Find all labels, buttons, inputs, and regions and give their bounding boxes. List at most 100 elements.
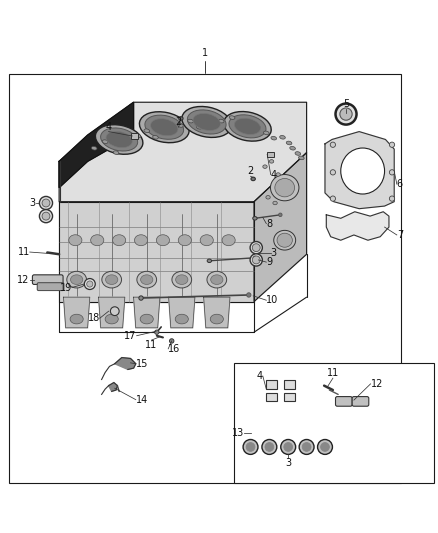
Text: 3: 3 [285,458,291,469]
Ellipse shape [179,117,183,120]
Ellipse shape [302,442,311,451]
Polygon shape [64,297,90,328]
Text: 4: 4 [106,122,112,132]
Ellipse shape [251,177,255,181]
Text: 1: 1 [202,49,208,59]
Ellipse shape [105,314,118,324]
Ellipse shape [39,197,53,209]
Ellipse shape [286,141,292,145]
Ellipse shape [210,314,223,324]
Ellipse shape [211,275,223,285]
Ellipse shape [281,440,296,455]
Ellipse shape [243,440,258,455]
Ellipse shape [271,136,276,140]
Text: 4: 4 [257,371,263,381]
Ellipse shape [95,125,143,154]
Ellipse shape [341,148,385,194]
Ellipse shape [67,271,86,288]
Ellipse shape [102,140,108,143]
Text: 6: 6 [397,179,403,189]
Text: 3: 3 [271,248,277,259]
Polygon shape [59,201,254,302]
Ellipse shape [336,103,357,125]
Ellipse shape [269,159,274,163]
Text: 4: 4 [271,169,277,180]
Ellipse shape [290,147,295,150]
Ellipse shape [246,442,255,451]
Text: 17: 17 [124,330,137,341]
Bar [266,381,277,389]
Text: 13: 13 [232,428,244,438]
Ellipse shape [188,119,193,123]
Ellipse shape [229,115,266,138]
Text: 15: 15 [136,359,148,369]
Ellipse shape [247,293,251,297]
Ellipse shape [101,128,138,151]
Ellipse shape [145,115,184,139]
Ellipse shape [234,118,261,134]
Text: 11: 11 [327,368,339,378]
Ellipse shape [279,213,282,216]
Ellipse shape [113,151,119,155]
Polygon shape [115,358,136,369]
Polygon shape [325,132,394,209]
Ellipse shape [92,147,97,150]
Bar [266,393,277,401]
Ellipse shape [250,241,262,254]
Ellipse shape [230,116,235,119]
Ellipse shape [141,275,153,285]
Ellipse shape [106,275,118,285]
Ellipse shape [389,196,395,201]
Polygon shape [59,102,307,201]
Ellipse shape [330,169,336,175]
Polygon shape [204,297,230,328]
Ellipse shape [102,271,121,288]
Ellipse shape [113,235,126,246]
Text: 12: 12 [371,379,383,389]
Text: 14: 14 [136,394,148,405]
FancyBboxPatch shape [37,282,64,290]
Ellipse shape [178,235,191,246]
Ellipse shape [276,173,280,176]
FancyBboxPatch shape [32,275,63,285]
Ellipse shape [262,440,277,455]
Ellipse shape [295,152,300,155]
Ellipse shape [266,196,270,199]
Ellipse shape [139,296,143,300]
Bar [284,393,295,401]
Ellipse shape [135,134,141,138]
Ellipse shape [170,339,174,343]
Ellipse shape [193,114,220,131]
Ellipse shape [253,216,257,220]
Ellipse shape [182,107,232,138]
Ellipse shape [134,235,148,246]
Ellipse shape [91,235,104,246]
Bar [131,133,138,139]
Ellipse shape [207,259,212,263]
Text: 8: 8 [266,219,272,229]
Text: 11: 11 [145,340,158,350]
Text: 10: 10 [266,295,279,305]
Text: 2: 2 [247,166,254,176]
Ellipse shape [340,108,352,120]
Ellipse shape [140,314,153,324]
Ellipse shape [178,124,183,127]
Ellipse shape [71,275,83,285]
Bar [234,363,434,483]
Ellipse shape [156,235,170,246]
Ellipse shape [151,119,178,136]
Text: 12: 12 [18,274,30,285]
Ellipse shape [273,201,277,205]
Polygon shape [326,212,389,240]
Polygon shape [99,297,125,328]
Text: 19: 19 [60,282,72,293]
Polygon shape [109,383,117,391]
Ellipse shape [321,442,329,451]
Ellipse shape [263,165,267,168]
Ellipse shape [176,275,188,285]
Text: 18: 18 [88,313,100,323]
Polygon shape [59,102,134,188]
Ellipse shape [200,235,213,246]
Ellipse shape [252,256,260,264]
Ellipse shape [255,125,260,129]
